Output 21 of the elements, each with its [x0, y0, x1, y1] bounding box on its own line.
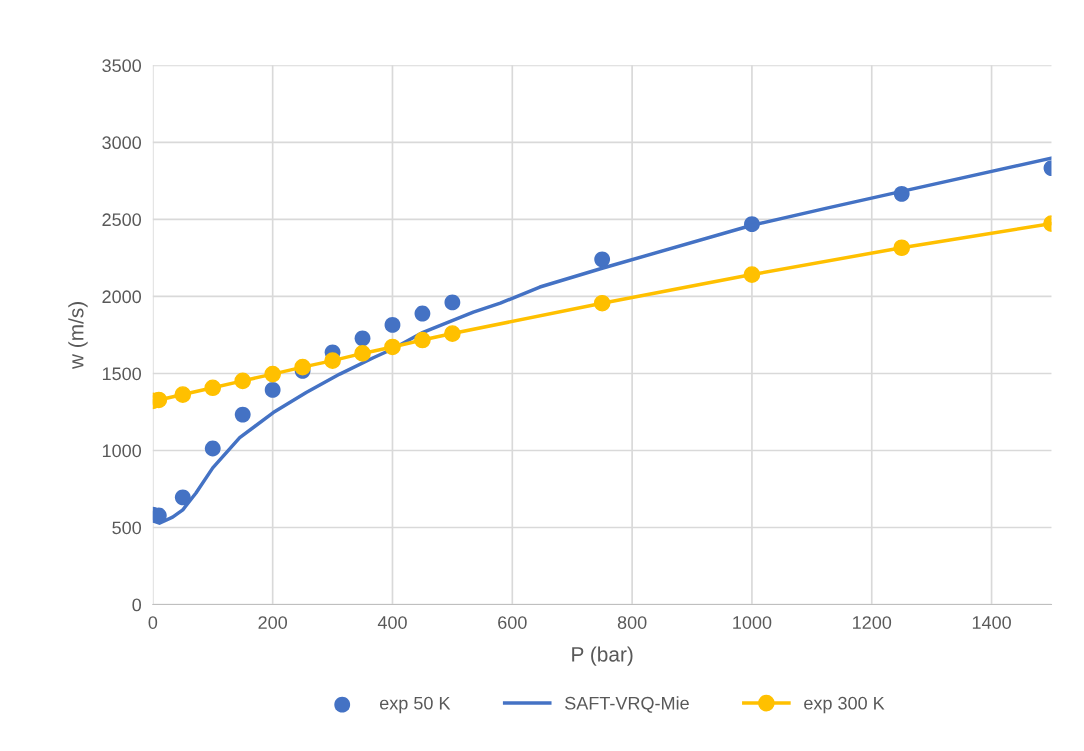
y-tick-label: 3000 — [102, 136, 142, 150]
x-tick-label: 1200 — [853, 616, 892, 629]
y-tick-label: 3500 — [102, 59, 142, 73]
legend-label: exp 300 K — [804, 696, 885, 714]
y-tick-label: 2000 — [102, 290, 142, 304]
y-tick-label: 2500 — [102, 213, 142, 227]
x-axis-title: P (bar) — [572, 646, 633, 666]
y-tick-label: 1000 — [102, 444, 142, 458]
x-tick-label: 1400 — [972, 616, 1011, 629]
y-axis-title: w (m/s) — [68, 302, 88, 370]
x-tick-label: 400 — [377, 616, 407, 629]
y-tick-label: 0 — [132, 598, 142, 612]
x-tick-label: 1000 — [733, 616, 772, 629]
x-tick-label: 0 — [148, 616, 158, 629]
x-tick-label: 600 — [498, 616, 527, 629]
y-tick-label: 1500 — [102, 367, 142, 381]
y-tick-label: 500 — [112, 521, 142, 535]
legend-label: SAFT-VRQ-Mie — [565, 696, 689, 713]
x-tick-label: 200 — [258, 616, 288, 629]
legend-label: exp 50 K — [379, 696, 451, 714]
x-tick-label: 800 — [617, 616, 647, 629]
